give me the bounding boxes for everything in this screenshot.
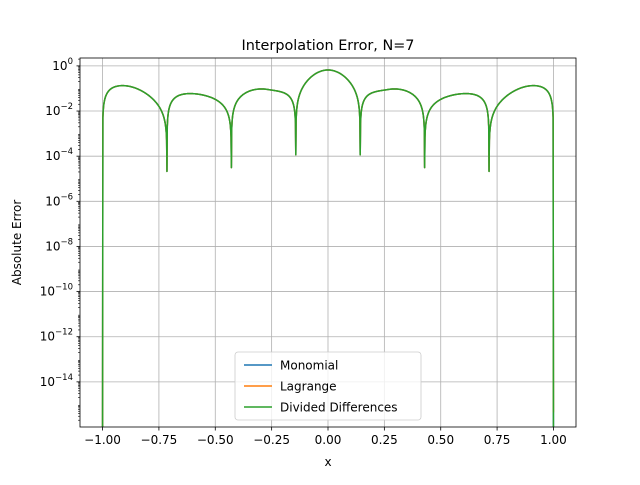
series-line-divided-differences [101,69,555,427]
x-tick-label: −0.25 [253,433,290,447]
x-tick-label: 0.50 [427,433,454,447]
series-lines [101,69,555,427]
y-tick-label-exponent: 0 [68,57,73,67]
y-tick-label-base: 10 [40,375,55,389]
y-tick-label-base: 10 [45,194,60,208]
y-tick-label-exponent: −2 [60,102,73,112]
x-axis-ticks: −1.00 −0.75 −0.50 −0.25 0.00 0.25 0.50 0.75 1.00 [84,427,567,447]
y-tick-label-base: 10 [45,239,60,253]
y-tick-label-base: 10 [52,59,67,73]
y-tick-label: 100 [52,57,73,73]
y-tick-label: 10−10 [40,283,73,299]
y-tick-label: 10−2 [45,102,73,118]
y-tick-label-base: 10 [40,285,55,299]
x-tick-label: 0.75 [484,433,511,447]
legend-box [234,351,422,421]
y-tick-label: 10−14 [40,373,73,389]
legend: Monomial Lagrange Divided Differences [234,351,422,421]
x-tick-label: 0.00 [315,433,342,447]
x-tick-label: −0.75 [141,433,178,447]
y-tick-label-exponent: −8 [60,237,73,247]
x-tick-label: −0.50 [197,433,234,447]
y-tick-label: 10−8 [45,237,73,253]
legend-label: Lagrange [280,380,337,394]
y-tick-label: 10−12 [40,328,73,344]
y-tick-label: 10−6 [45,192,73,208]
y-tick-label-exponent: −14 [55,373,73,383]
y-tick-label-exponent: −10 [55,283,73,293]
y-tick-label-exponent: −6 [60,192,73,202]
y-tick-label-exponent: −4 [60,147,73,157]
x-tick-label: 0.25 [371,433,398,447]
y-tick-label-exponent: −12 [55,328,73,338]
y-tick-label-base: 10 [40,330,55,344]
legend-label: Divided Differences [280,401,398,415]
legend-label: Monomial [280,359,338,373]
x-tick-label: 1.00 [540,433,567,447]
y-tick-label-base: 10 [45,149,60,163]
y-tick-label: 10−4 [45,147,73,163]
x-tick-label: −1.00 [84,433,121,447]
y-tick-label-base: 10 [45,104,60,118]
x-axis-label: x [324,455,331,469]
y-axis-label: Absolute Error [10,200,24,286]
chart-title: Interpolation Error, N=7 [242,38,415,54]
